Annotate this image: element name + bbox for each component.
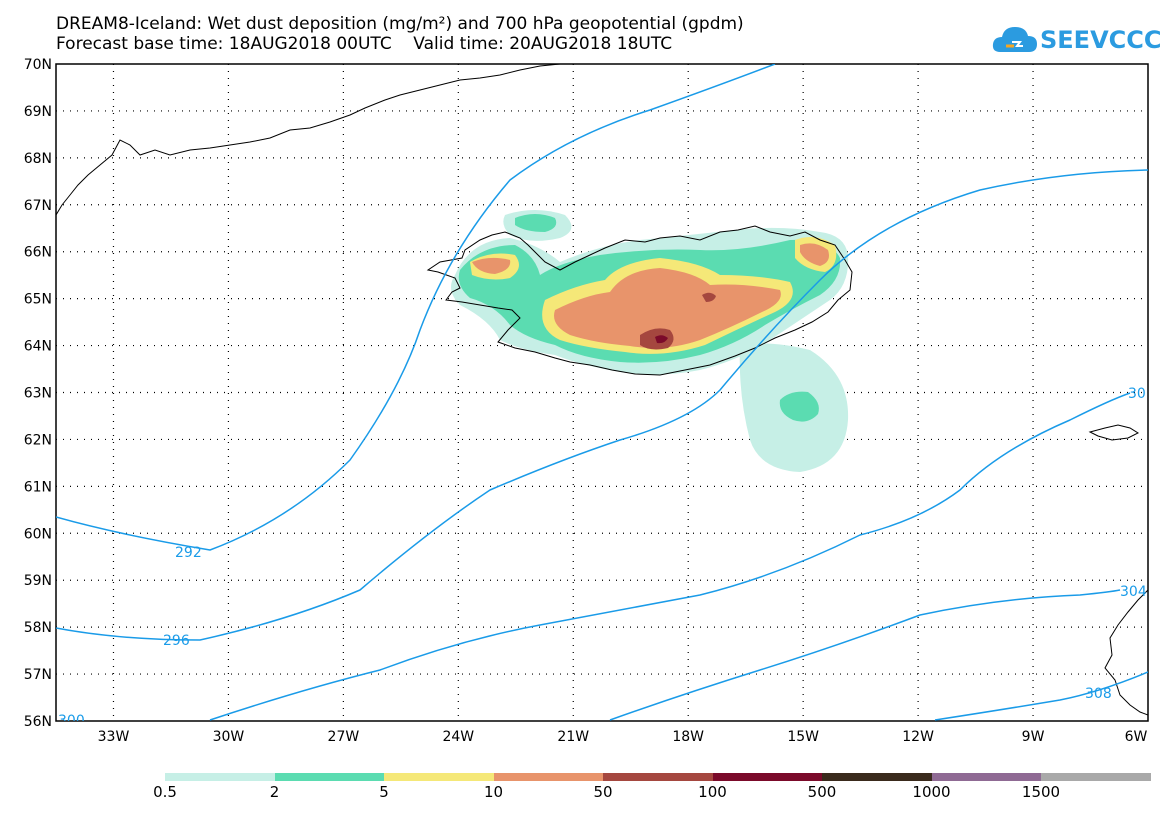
- longitude-labels: 33W 30W 27W 24W 21W 18W 15W 12W 9W 6W: [98, 729, 1148, 745]
- lon-label: 27W: [328, 729, 360, 745]
- lon-label: 24W: [442, 729, 474, 745]
- contour-label-30: 30: [1128, 386, 1146, 402]
- legend-swatch: [165, 773, 275, 781]
- lon-label: 30W: [213, 729, 245, 745]
- legend-label: 2: [269, 783, 280, 801]
- geopotential-contours: [56, 64, 1148, 721]
- legend-label: 100: [698, 783, 727, 801]
- lat-label: 65N: [24, 292, 52, 308]
- legend-swatch: [712, 773, 822, 781]
- contour-292: [56, 64, 776, 551]
- lon-label: 9W: [1022, 729, 1045, 745]
- legend-label: 1500: [1021, 783, 1061, 801]
- lat-label: 60N: [24, 526, 52, 542]
- lat-label: 62N: [24, 432, 52, 448]
- legend-swatch: [931, 773, 1041, 781]
- chart-title-line2: Forecast base time: 18AUG2018 00UTC Vali…: [56, 34, 673, 54]
- legend-swatch: [603, 773, 713, 781]
- contour-label-304: 304: [1120, 584, 1147, 600]
- latitude-labels: 70N 69N 68N 67N 66N 65N 64N 63N 62N 61N 60N 59N 58N 5…: [24, 57, 52, 730]
- legend-swatch: [493, 773, 603, 781]
- cloud-icon: [992, 27, 1037, 52]
- legend-label: 0.5: [153, 783, 177, 801]
- lon-label: 33W: [98, 729, 130, 745]
- contour-296: [56, 169, 1148, 641]
- contour-308: [934, 671, 1148, 721]
- lat-label: 68N: [24, 151, 52, 167]
- lat-label: 59N: [24, 573, 52, 589]
- contour-label-308: 308: [1085, 686, 1112, 702]
- lat-label: 61N: [24, 479, 52, 495]
- contour-304: [609, 589, 1121, 721]
- lat-label: 69N: [24, 104, 52, 120]
- legend-label: 500: [807, 783, 837, 801]
- seevccc-logo: SEEVCCC: [990, 22, 1162, 58]
- lat-label: 67N: [24, 198, 52, 214]
- contour-300: [209, 392, 1131, 721]
- legend-swatch: [274, 773, 384, 781]
- lat-label: 70N: [24, 57, 52, 73]
- lat-label: 57N: [24, 667, 52, 683]
- contour-label-292: 292: [175, 545, 202, 561]
- chart-title-line1: DREAM8-Iceland: Wet dust deposition (mg/…: [56, 14, 744, 34]
- lon-label: 15W: [787, 729, 819, 745]
- legend-label: 10: [483, 783, 504, 801]
- contour-label-300: 300: [58, 713, 85, 729]
- legend-swatch: [1041, 773, 1151, 781]
- legend-swatch: [384, 773, 494, 781]
- legend-swatch: [822, 773, 932, 781]
- lon-label: 12W: [902, 729, 934, 745]
- lon-label: 6W: [1125, 729, 1148, 745]
- coastlines: [56, 64, 1148, 716]
- lat-label: 56N: [24, 714, 52, 730]
- logo-text: SEEVCCC: [1040, 26, 1162, 54]
- contour-labels: 292 296 300 30 304 308: [58, 386, 1147, 729]
- legend-label: 1000: [912, 783, 951, 801]
- lat-label: 58N: [24, 620, 52, 636]
- gridlines: [56, 64, 1148, 721]
- lat-label: 66N: [24, 245, 52, 261]
- legend-label: 5: [379, 783, 389, 801]
- lat-label: 63N: [24, 386, 52, 402]
- legend-label: 50: [593, 783, 613, 801]
- lon-label: 18W: [672, 729, 704, 745]
- lon-label: 21W: [557, 729, 589, 745]
- lat-label: 64N: [24, 339, 52, 355]
- contour-label-296: 296: [163, 633, 190, 649]
